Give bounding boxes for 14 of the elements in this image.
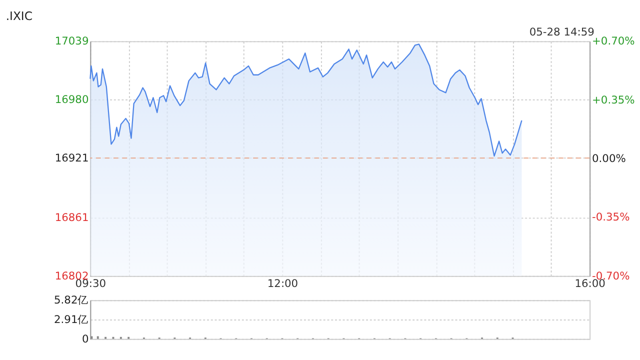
x-tick-label: 12:00 xyxy=(267,277,298,290)
y-tick-label: 0 xyxy=(82,332,89,346)
y2-tick-label: 0.00% xyxy=(592,152,626,165)
y-tick-label: 16980 xyxy=(54,93,89,106)
y-tick-label: 16861 xyxy=(54,210,89,224)
y2-tick-label: +0.70% xyxy=(592,34,635,48)
y-tick-label: 17039 xyxy=(54,34,89,48)
chart-title: .IXIC xyxy=(6,8,32,23)
text: 05-28 14:59 xyxy=(529,25,595,38)
y-tick-label: 5.82亿 xyxy=(54,294,89,307)
y-tick-label: 2.91亿 xyxy=(54,312,89,326)
y-tick-label: 16921 xyxy=(54,151,89,164)
y2-tick-label: -0.35% xyxy=(592,210,630,224)
y2-tick-label: +0.35% xyxy=(592,93,635,106)
